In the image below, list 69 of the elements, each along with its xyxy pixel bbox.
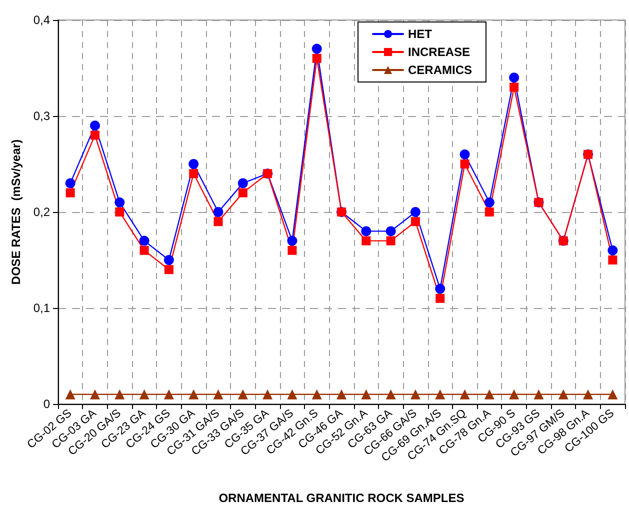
point — [188, 159, 199, 169]
y-tick-label: 0,2 — [33, 205, 50, 219]
point — [189, 169, 198, 178]
y-tick-label: 0,3 — [33, 109, 50, 123]
point — [238, 178, 248, 188]
point — [238, 389, 248, 400]
point — [436, 294, 445, 303]
point — [164, 265, 174, 274]
point — [312, 44, 322, 54]
point — [312, 389, 322, 400]
point — [288, 246, 297, 255]
point — [484, 197, 494, 208]
legend-label: HET — [408, 27, 433, 41]
point — [608, 245, 618, 256]
point — [510, 82, 519, 92]
y-tick-label: 0 — [43, 397, 50, 411]
point — [139, 389, 150, 400]
y-tick-label: 0,4 — [33, 13, 50, 27]
point — [583, 389, 594, 400]
point — [608, 389, 618, 400]
point — [460, 160, 470, 168]
point — [460, 389, 470, 400]
point — [410, 217, 420, 226]
point — [410, 207, 420, 217]
y-tick-label: 0,1 — [33, 301, 50, 315]
point — [509, 389, 520, 400]
point — [460, 149, 470, 160]
point — [115, 208, 124, 216]
point — [336, 389, 346, 400]
point — [65, 178, 76, 188]
point — [509, 72, 520, 83]
point — [312, 54, 322, 63]
point — [361, 226, 372, 236]
point — [484, 389, 494, 400]
point — [435, 284, 446, 294]
point — [386, 236, 396, 246]
x-axis-title: ORNAMENTAL GRANITIC ROCK SAMPLES — [218, 491, 464, 505]
point — [287, 389, 298, 400]
point — [90, 389, 100, 400]
legend-label: CERAMICS — [408, 63, 472, 77]
point — [114, 197, 125, 208]
point — [608, 256, 618, 264]
point — [65, 389, 76, 400]
point — [188, 389, 199, 400]
point — [558, 389, 568, 400]
point — [140, 246, 149, 255]
point — [262, 389, 273, 400]
y-axis-title: DOSE RATES (mSv/year) — [9, 139, 23, 285]
point — [90, 120, 100, 131]
point — [66, 188, 75, 198]
point — [386, 389, 396, 400]
point — [114, 389, 125, 400]
point — [238, 188, 248, 198]
point — [435, 389, 446, 400]
point — [361, 389, 372, 400]
point — [287, 236, 298, 246]
point — [386, 226, 396, 236]
point — [164, 255, 174, 265]
point — [213, 207, 224, 217]
point — [213, 389, 224, 400]
point — [139, 236, 150, 246]
point — [214, 217, 223, 226]
point — [484, 208, 494, 216]
point — [362, 236, 371, 246]
legend-label: INCREASE — [408, 45, 470, 59]
point — [164, 389, 174, 400]
point — [90, 130, 100, 140]
point — [410, 389, 420, 400]
point — [534, 389, 544, 400]
